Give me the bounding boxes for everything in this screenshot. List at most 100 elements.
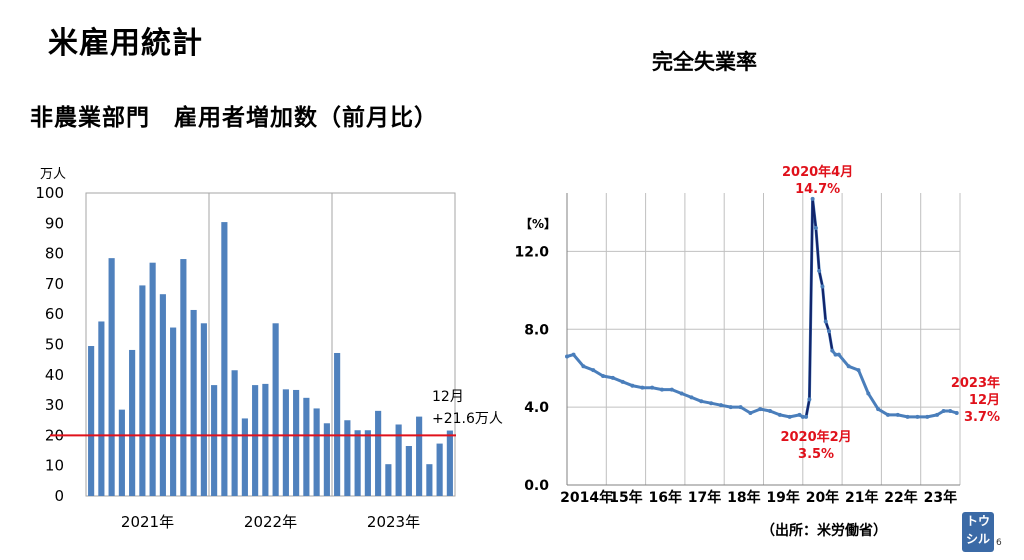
y-tick-label: 80 [45, 245, 64, 263]
payroll-bar [313, 408, 320, 496]
logo-line-2: シル [965, 532, 990, 546]
x-year-label: 15年 [609, 489, 642, 506]
data-point [748, 410, 753, 415]
data-point [679, 391, 684, 396]
y-tick-label: 8.0 [524, 322, 549, 338]
payroll-bar [139, 285, 146, 496]
payroll-bar [395, 424, 402, 496]
payroll-bar [170, 327, 177, 496]
payroll-bar [354, 430, 361, 496]
unemployment-chart-title: 完全失業率 [652, 50, 757, 74]
data-point [866, 391, 871, 396]
payroll-bar [303, 397, 310, 496]
data-point [718, 403, 723, 408]
data-point [833, 352, 838, 357]
data-point [777, 412, 782, 417]
payroll-bar [231, 370, 238, 496]
page-number: 6 [996, 538, 1002, 548]
data-point [925, 414, 930, 419]
data-point [800, 414, 805, 419]
y-tick-label: 10 [45, 457, 64, 475]
data-point [768, 409, 773, 414]
x-year-label: 23年 [924, 489, 957, 506]
x-year-label: 2023年 [367, 513, 420, 531]
payroll-bar [118, 409, 125, 496]
y-unit-label: 【%】 [520, 216, 556, 231]
payroll-bar [129, 349, 136, 496]
data-point [787, 414, 792, 419]
data-point [591, 368, 596, 373]
data-point [797, 412, 802, 417]
payroll-bar [88, 346, 95, 496]
y-tick-label: 0.0 [524, 478, 549, 494]
y-tick-label: 60 [45, 305, 64, 323]
data-point [895, 412, 900, 417]
data-point [813, 226, 818, 231]
y-tick-label: 4.0 [524, 400, 549, 416]
data-point [830, 348, 835, 353]
payroll-bar [334, 352, 341, 496]
data-point [827, 329, 831, 334]
data-point [941, 409, 946, 414]
data-point [823, 319, 828, 324]
data-point [915, 414, 920, 419]
data-point [758, 407, 763, 412]
annotation-value: +21.6万人 [432, 411, 503, 427]
y-tick-label: 50 [45, 336, 64, 354]
payroll-bar [221, 222, 228, 496]
data-point [935, 412, 940, 417]
x-year-label: 2014年 [560, 489, 613, 506]
data-point [856, 368, 861, 373]
data-point [650, 385, 655, 390]
payroll-bar [446, 430, 453, 496]
unemployment-spike-line [805, 197, 834, 418]
y-unit-label: 万人 [40, 167, 66, 182]
payroll-bar [272, 323, 279, 496]
data-point [954, 410, 959, 415]
data-point [804, 414, 809, 419]
data-point [581, 364, 586, 369]
payroll-bar [426, 464, 433, 496]
page-title: 米雇用統計 [48, 26, 203, 61]
y-tick-label: 12.0 [514, 244, 549, 260]
data-point [820, 284, 825, 289]
payroll-bar [282, 389, 289, 496]
data-point [689, 395, 694, 400]
payroll-bar [241, 418, 248, 496]
x-year-label: 21年 [845, 489, 878, 506]
y-tick-label: 100 [35, 184, 64, 202]
payroll-bar [180, 259, 187, 496]
data-point [817, 268, 822, 273]
plot-frame [85, 192, 456, 497]
payroll-bar [159, 294, 166, 496]
payroll-chart-title: 非農業部門 雇用者増加数（前月比） [30, 105, 438, 131]
y-tick-label: 0 [54, 487, 64, 505]
toushiru-logo: トウ シル [962, 512, 994, 552]
data-point [640, 385, 645, 390]
data-point [738, 405, 743, 410]
annotation-value: 14.7% [795, 182, 840, 197]
x-year-label: 16年 [649, 489, 682, 506]
data-point [565, 354, 569, 359]
data-point [659, 387, 664, 392]
data-point [620, 379, 625, 384]
data-point [709, 401, 714, 406]
data-point [699, 399, 704, 404]
payroll-bar [262, 383, 269, 496]
data-point [610, 375, 615, 380]
x-year-label: 18年 [727, 489, 760, 506]
annotation-label: 12月 [969, 393, 1000, 408]
data-point [905, 414, 910, 419]
payroll-bar [200, 323, 207, 496]
x-year-label: 17年 [688, 489, 721, 506]
data-point [876, 407, 881, 412]
x-year-label: 2022年 [244, 513, 297, 531]
data-point [630, 383, 635, 388]
data-point [810, 196, 815, 201]
data-point [948, 409, 953, 414]
data-point [836, 352, 841, 357]
y-tick-label: 30 [45, 396, 64, 414]
payroll-bar [190, 309, 197, 496]
